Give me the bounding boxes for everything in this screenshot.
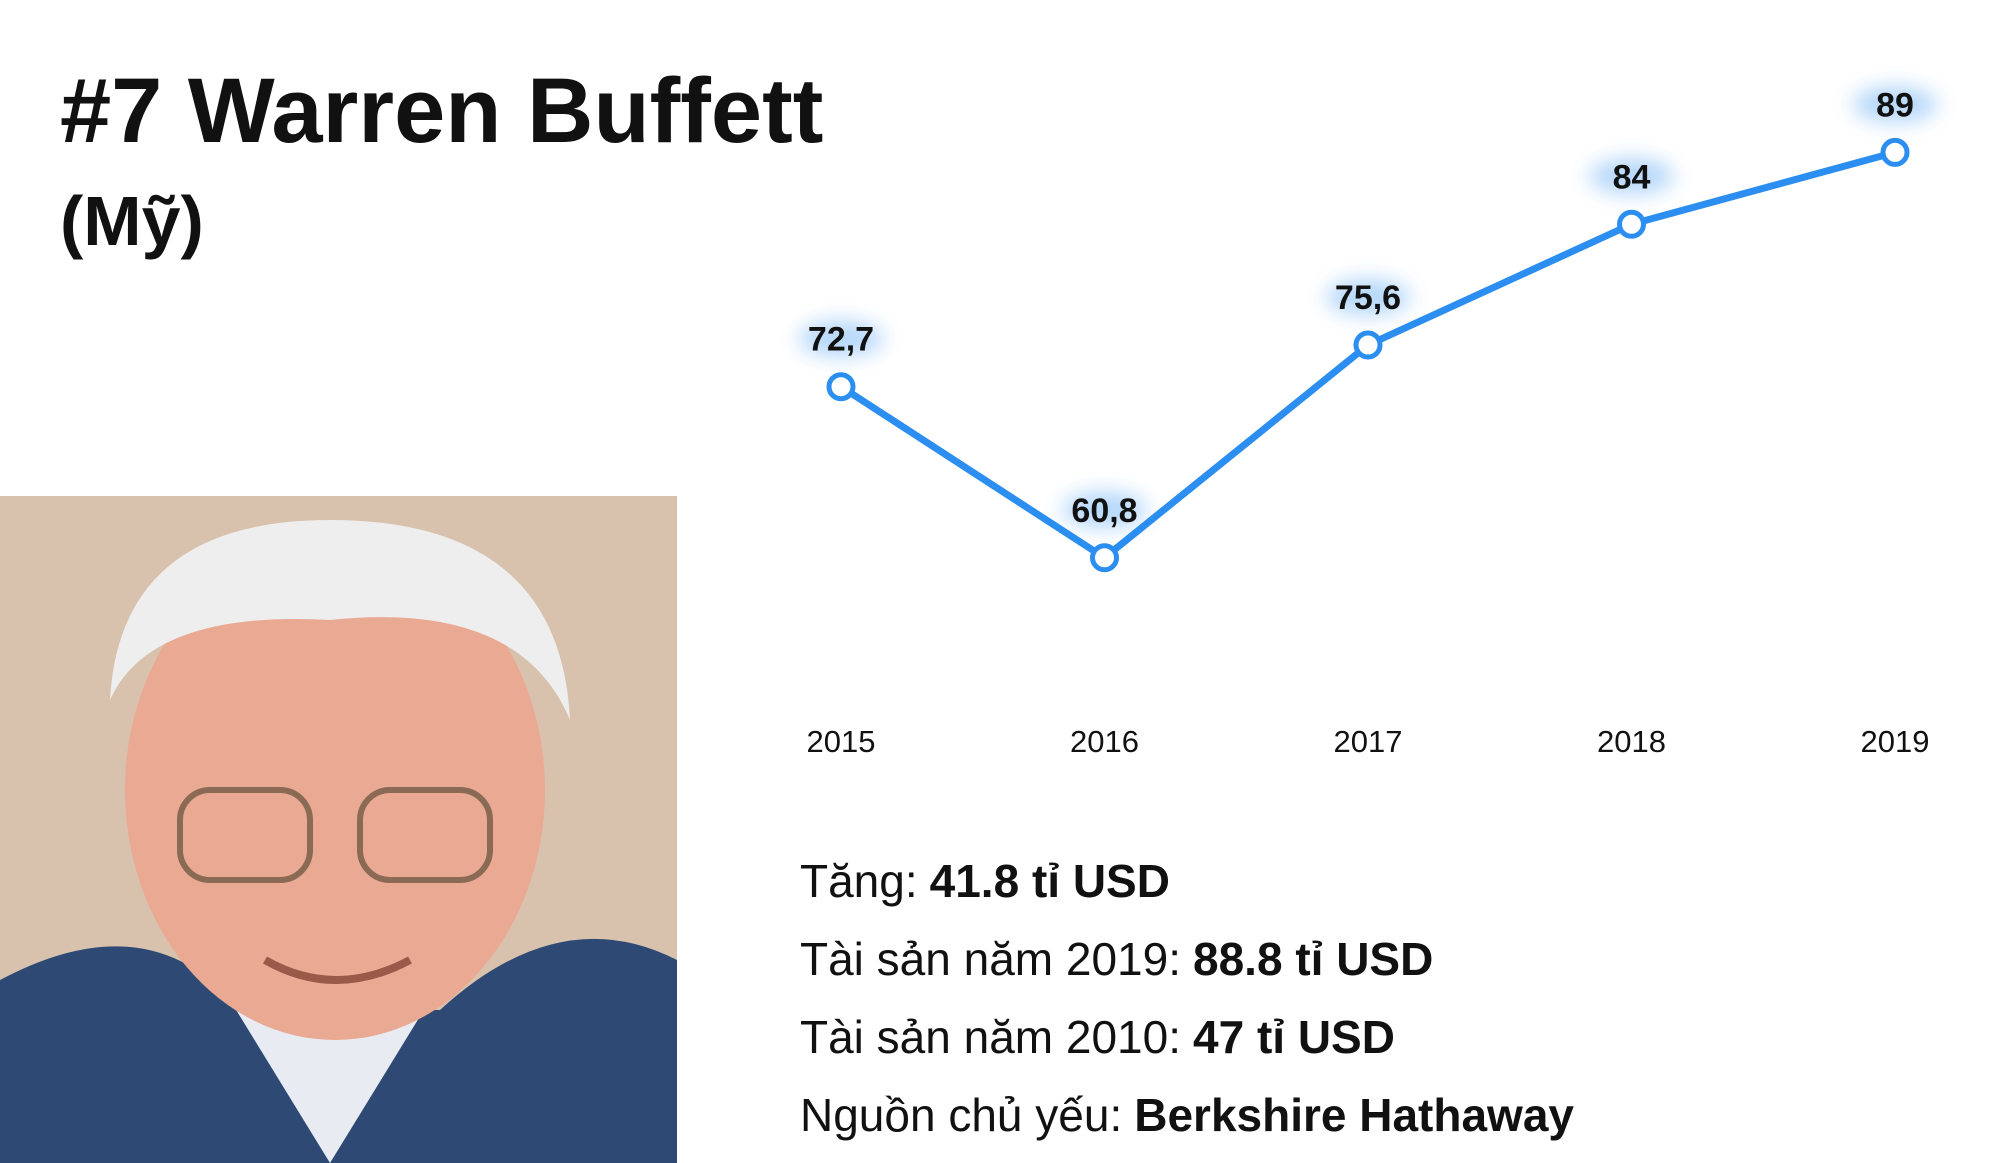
fact-line: Tăng: 41.8 tỉ USD [800,855,1170,907]
data-label: 84 [1613,158,1651,196]
fact-line: Tài sản năm 2010: 47 tỉ USD [800,1011,1395,1063]
fact-value: 41.8 tỉ USD [930,855,1170,907]
point [1090,543,1119,573]
data-label: 75,6 [1335,279,1401,317]
fact-label: Tài sản năm 2010: [800,1011,1181,1063]
line-chart: 2015 2016 2017 2018 2019 72,7 60,8 75,6 84 89 [799,86,1937,759]
fact-label: Tăng: [800,855,918,907]
title: #7 Warren Buffett [60,60,823,162]
data-label: 89 [1876,86,1914,124]
label-glow [1589,158,1674,195]
label-glow [1326,279,1410,315]
label-glow [1062,491,1147,528]
data-label: 60,8 [1071,492,1137,530]
x-tick-label: 2015 [807,724,876,759]
point [1617,209,1646,239]
subtitle: (Mỹ) [60,182,204,260]
label-glow [799,320,883,357]
x-tick-label: 2016 [1070,724,1139,759]
fact-label: Tài sản năm 2019: [800,933,1181,985]
fact-line: Nguồn chủ yếu: Berkshire Hathaway [800,1089,1574,1141]
fact-value: 47 tỉ USD [1193,1011,1395,1063]
fact-value: 88.8 tỉ USD [1193,933,1433,985]
point [1880,137,1910,167]
fact-label: Nguồn chủ yếu: [800,1089,1122,1141]
x-tick-label: 2017 [1334,724,1403,759]
x-tick-label: 2019 [1861,724,1930,759]
label-glow [1853,86,1937,123]
point [826,372,856,402]
data-label: 72,7 [808,321,874,359]
fact-value: Berkshire Hathaway [1134,1089,1574,1141]
facts: Tăng: 41.8 tỉ USD Tài sản năm 2019: 88.8 tỉ… [800,855,1574,1141]
x-tick-label: 2018 [1597,724,1666,759]
portrait-photo [0,496,677,1163]
fact-line: Tài sản năm 2019: 88.8 tỉ USD [800,933,1433,985]
point [1353,330,1383,360]
